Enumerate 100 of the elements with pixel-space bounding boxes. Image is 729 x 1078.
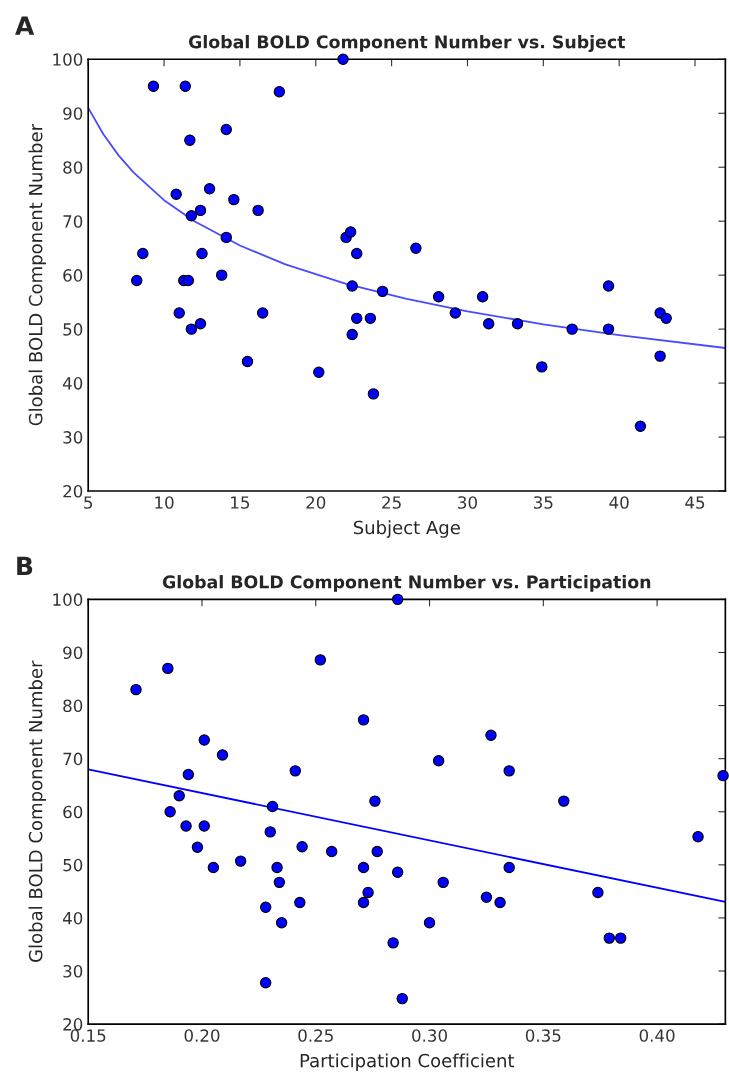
text: B — [17, 556, 33, 576]
point — [511, 318, 524, 330]
point — [503, 861, 515, 874]
point — [313, 366, 325, 379]
point — [654, 350, 666, 362]
point — [692, 830, 704, 843]
x-tick-label: 0.15 — [70, 1029, 106, 1042]
point — [256, 307, 269, 319]
point — [131, 274, 143, 287]
point — [220, 231, 232, 244]
point — [449, 307, 462, 319]
y-tick-label: 70 — [63, 752, 83, 766]
y-tick-label: 20 — [63, 1018, 83, 1031]
line-series — [88, 106, 726, 349]
point — [351, 312, 363, 325]
point — [391, 593, 404, 606]
point — [170, 188, 182, 200]
y-tick-label: 20 — [63, 484, 83, 498]
x-tick-label: 35 — [533, 496, 553, 509]
x-tick-label: 45 — [685, 496, 705, 509]
point — [660, 312, 672, 325]
point — [147, 80, 160, 92]
point — [423, 916, 436, 929]
point — [216, 269, 228, 281]
point — [203, 183, 216, 195]
point — [294, 896, 306, 909]
point — [266, 800, 279, 813]
y-tick-label: 70 — [63, 215, 83, 228]
point — [220, 123, 232, 136]
point — [494, 896, 506, 909]
point — [182, 274, 195, 287]
point — [480, 891, 493, 903]
point — [437, 876, 449, 889]
point — [351, 247, 363, 260]
point — [198, 734, 210, 746]
point — [194, 318, 207, 330]
point — [357, 861, 370, 874]
x-tick-label: 0.20 — [184, 1029, 220, 1042]
x-tick-label: 20 — [306, 496, 326, 509]
chart-title: Global BOLD Component Number vs. Subject — [188, 34, 626, 52]
point — [476, 291, 489, 303]
point — [558, 795, 570, 807]
point — [179, 80, 192, 92]
y-tick-label: 40 — [62, 911, 83, 925]
point — [194, 204, 207, 217]
point — [137, 247, 149, 260]
point — [273, 876, 286, 889]
point — [264, 826, 276, 838]
point — [271, 861, 283, 874]
point — [182, 768, 195, 781]
x-tick-label: 5 — [84, 496, 93, 509]
x-tick-label: 10 — [155, 496, 174, 509]
point — [196, 247, 208, 260]
point — [410, 242, 422, 254]
y-tick-label: 60 — [63, 269, 83, 282]
point — [180, 820, 192, 832]
y-tick-label: 100 — [53, 593, 83, 606]
x-tick-label: 0.40 — [639, 1029, 675, 1042]
x-tick-label: 30 — [458, 496, 477, 509]
point — [387, 937, 399, 949]
point — [396, 992, 408, 1005]
point — [357, 714, 370, 726]
point — [228, 193, 240, 206]
point — [273, 85, 286, 98]
point — [185, 323, 198, 335]
y-axis-title: Global BOLD Component Number — [28, 123, 46, 426]
point — [337, 53, 349, 65]
x-tick-label: 0.25 — [298, 1029, 333, 1042]
point — [369, 795, 381, 807]
point — [296, 841, 308, 853]
point — [173, 790, 185, 802]
point — [314, 654, 327, 666]
point — [503, 765, 515, 777]
point — [602, 280, 615, 292]
y-tick-label: 60 — [63, 805, 83, 819]
text: A — [15, 16, 35, 35]
point — [432, 291, 445, 303]
point — [367, 388, 380, 400]
y-tick-label: 100 — [53, 53, 83, 66]
y-tick-label: 90 — [63, 646, 83, 660]
point — [259, 901, 272, 914]
y-tick-label: 30 — [63, 964, 83, 978]
point — [216, 749, 229, 761]
x-tick-label: 40 — [609, 496, 629, 509]
point — [162, 662, 174, 675]
y-tick-label: 30 — [63, 431, 83, 444]
point — [376, 285, 389, 298]
x-axis-title: Participation Coefficient — [300, 1053, 515, 1071]
point — [603, 932, 616, 944]
point — [482, 318, 495, 330]
point — [536, 361, 548, 373]
point — [432, 755, 445, 767]
point — [173, 307, 185, 319]
x-tick-label: 15 — [231, 496, 250, 509]
x-tick-label: 25 — [382, 496, 401, 509]
y-tick-label: 80 — [63, 161, 83, 174]
point — [184, 134, 196, 146]
point — [130, 683, 142, 696]
y-tick-label: 90 — [63, 107, 83, 120]
point — [252, 204, 264, 217]
